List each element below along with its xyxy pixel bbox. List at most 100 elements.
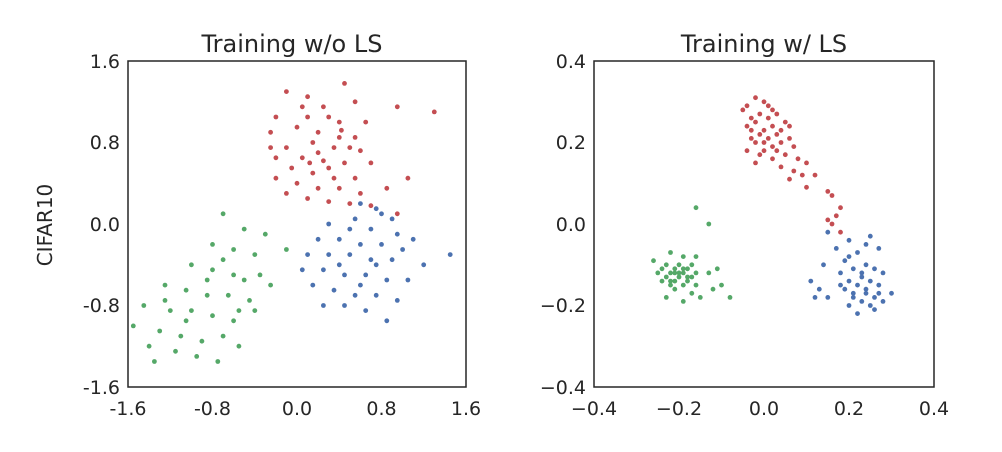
scatter-point — [821, 262, 826, 268]
scatter-point — [336, 135, 342, 140]
scatter-point — [167, 308, 173, 313]
x-tick-labels: −0.4 −0.2 0.0 0.2 0.4 — [571, 398, 949, 420]
scatter-point — [668, 250, 673, 255]
scatter-point — [765, 136, 771, 141]
scatter-point — [787, 123, 792, 129]
scatter-point — [210, 267, 215, 273]
scatter-point — [689, 274, 695, 280]
scatter-point — [676, 262, 682, 268]
scatter-point — [761, 140, 767, 145]
x-tick-label: −0.2 — [656, 398, 702, 420]
chart-title: Training w/ LS — [680, 30, 847, 58]
scatter-point — [757, 152, 763, 158]
scatter-point — [825, 229, 831, 235]
scatter-point — [663, 295, 669, 300]
scatter-point — [753, 95, 758, 101]
scatter-point — [315, 236, 321, 242]
scatter-point — [842, 258, 848, 264]
scatter-point — [363, 308, 369, 313]
scatter-point — [838, 229, 843, 235]
row-label: CIFAR10 — [33, 184, 57, 267]
scatter-point — [368, 226, 374, 232]
y-tick-label: 0.8 — [90, 132, 120, 154]
scatter-point — [880, 270, 886, 276]
scatter-point — [710, 286, 716, 292]
scatter-point — [680, 266, 686, 272]
x-tick-label: 0.0 — [749, 398, 779, 420]
scatter-point — [795, 156, 801, 162]
scatter-point — [305, 252, 310, 257]
y-tick-label: 0.0 — [556, 214, 586, 236]
scatter-point — [389, 257, 395, 263]
scatter-point — [447, 252, 453, 257]
scatter-point — [808, 278, 814, 284]
scatter-point — [152, 359, 157, 364]
scatter-point — [782, 152, 788, 158]
scatter-point — [352, 292, 358, 298]
scatter-point — [880, 299, 886, 304]
scatter-point — [183, 287, 189, 293]
scatter-point — [352, 175, 358, 181]
scatter-point — [189, 308, 194, 313]
y-tick-label: -1.6 — [83, 377, 120, 399]
scatter-point — [672, 286, 678, 292]
scatter-point — [379, 242, 384, 247]
scatter-point — [774, 132, 780, 137]
scatter-point — [336, 262, 342, 268]
y-tick-labels: −0.4 −0.2 0.0 0.2 0.4 — [540, 51, 586, 399]
scatter-point — [825, 295, 831, 300]
scatter-point — [863, 290, 869, 296]
scatter-point — [347, 226, 353, 232]
scatter-point — [326, 165, 332, 171]
x-tick-label: 0.8 — [366, 398, 396, 420]
scatter-point — [685, 278, 690, 284]
scatter-point — [220, 257, 226, 263]
scatter-point — [305, 196, 310, 201]
scatter-point — [252, 252, 258, 257]
scatter-point — [655, 270, 661, 276]
scatter-point — [753, 119, 758, 125]
scatter-point — [358, 282, 363, 288]
scatter-point — [257, 272, 263, 278]
scatter-point — [273, 114, 279, 120]
scatter-point — [744, 103, 750, 109]
scatter-point — [405, 277, 411, 283]
scatter-point — [672, 278, 678, 284]
x-tick-labels: -1.6 -0.8 0.0 0.8 1.6 — [109, 398, 481, 420]
scatter-point — [410, 236, 416, 242]
scatter-point — [782, 119, 788, 125]
scatter-point — [352, 99, 358, 105]
scatter-point — [744, 148, 750, 154]
scatter-point — [693, 270, 699, 276]
scatter-point — [697, 295, 703, 300]
scatter-point — [774, 148, 780, 154]
scatter-point — [284, 145, 289, 151]
scatter-point — [833, 246, 839, 251]
scatter-point — [236, 308, 242, 313]
scatter-point — [668, 282, 673, 288]
scatter-point — [859, 270, 865, 276]
scatter-point — [305, 94, 310, 100]
scatter-point — [294, 124, 300, 130]
scatter-point — [757, 132, 763, 137]
scatter-point — [347, 252, 353, 257]
scatter-point — [373, 262, 379, 268]
scatter-point — [210, 313, 215, 319]
y-tick-label: −0.2 — [540, 295, 586, 317]
scatter-point — [321, 104, 326, 110]
y-tick-labels: -1.6 -0.8 0.0 0.8 1.6 — [83, 51, 120, 399]
scatter-point — [400, 247, 405, 252]
scatter-point — [199, 338, 205, 344]
scatter-point — [774, 111, 780, 117]
scatter-point — [778, 127, 784, 133]
scatter-point — [336, 119, 342, 125]
scatter-point — [421, 262, 427, 268]
scatter-point — [289, 165, 295, 171]
scatter-point — [358, 201, 363, 207]
scatter-point — [379, 211, 384, 217]
scatter-point — [336, 236, 342, 242]
scatter-point — [829, 221, 835, 227]
scatter-point — [867, 303, 873, 308]
scatter-point — [231, 318, 237, 324]
y-tick-label: 0.2 — [556, 132, 586, 154]
